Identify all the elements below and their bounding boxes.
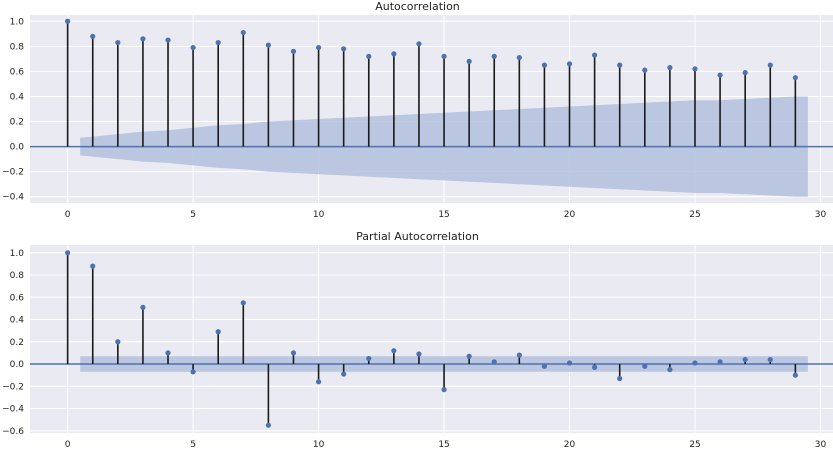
pacf-marker-lag-14 [416,351,422,357]
pacf-marker-lag-8 [265,422,271,428]
acf-marker-lag-19 [541,62,548,68]
pacf-marker-lag-27 [742,356,748,363]
acf-marker-lag-27 [742,70,748,76]
acf-marker-lag-26 [717,72,723,78]
acf-y-tick-label: 0.8 [10,42,25,52]
acf-marker-lag-24 [667,65,673,71]
pacf-x-tick-label: 25 [689,440,700,450]
acf-y-tick-label: 0.6 [10,67,25,77]
pacf-marker-lag-12 [366,355,372,362]
acf-title: Autocorrelation [375,0,460,13]
pacf-marker-lag-7 [240,300,246,306]
acf-y-tick-label: 0.4 [10,92,25,102]
acf-x-tick-label: 15 [438,210,449,220]
acf-x-tick-label: 0 [65,210,71,220]
pacf-marker-lag-22 [617,375,623,382]
acf-marker-lag-0 [65,18,71,24]
pacf-x-tick-label: 30 [815,440,827,450]
acf-marker-lag-3 [140,36,146,42]
pacf-marker-lag-11 [341,371,347,377]
acf-marker-lag-5 [190,44,196,51]
pacf-marker-lag-23 [642,363,648,369]
pacf-marker-lag-9 [290,350,297,356]
pacf-x-tick-label: 0 [65,440,71,450]
pacf-x-tick-label: 20 [564,440,576,450]
acf-marker-lag-14 [416,41,422,47]
pacf-marker-lag-18 [516,352,522,358]
pacf-marker-lag-1 [90,263,96,269]
pacf-marker-lag-10 [315,379,322,385]
pacf-y-tick-label: 1.0 [10,249,25,259]
pacf-marker-lag-15 [441,387,447,393]
pacf-marker-lag-5 [190,369,196,375]
pacf-marker-lag-4 [165,350,171,356]
pacf-y-tick-label: 0.4 [10,316,25,326]
pacf-marker-lag-16 [466,353,472,359]
pacf-y-tick-label: −0.4 [2,405,24,415]
pacf-marker-lag-24 [667,366,673,373]
pacf-y-tick-label: 0.0 [10,360,25,370]
pacf-x-tick-label: 5 [190,440,196,450]
pacf-marker-lag-6 [215,329,221,335]
acf-marker-lag-23 [642,67,648,73]
acf-marker-lag-9 [290,48,297,54]
acf-marker-lag-15 [441,53,447,59]
acf-marker-lag-1 [90,33,96,39]
acf-x-tick-label: 20 [564,210,576,220]
acf-marker-lag-6 [215,39,221,46]
pacf-marker-lag-0 [65,250,71,256]
acf-y-tick-label: 0.0 [10,143,25,153]
acf-y-tick-label: −0.2 [2,168,24,178]
acf-marker-lag-21 [592,52,598,58]
pacf-x-tick-label: 15 [438,440,449,450]
pacf-y-tick-label: 0.6 [10,293,25,303]
pacf-marker-lag-28 [767,356,773,363]
acf-marker-lag-18 [516,55,522,61]
acf-marker-lag-25 [692,66,698,72]
pacf-y-tick-label: −0.2 [2,382,24,392]
pacf-marker-lag-20 [566,360,573,366]
acf-marker-lag-29 [792,75,798,81]
acf-y-tick-label: 0.2 [10,118,24,128]
acf-marker-lag-10 [315,44,322,51]
pacf-marker-lag-17 [491,359,497,365]
pacf-title: Partial Autocorrelation [356,230,479,243]
pacf-marker-lag-21 [592,364,598,370]
acf-marker-lag-12 [366,53,372,59]
acf-y-tick-label: 1.0 [10,17,25,27]
pacf-y-tick-label: 0.8 [10,271,25,281]
acf-marker-lag-20 [566,61,573,67]
pacf-panel: 0 5 10 15 20 25 30 −0.6 −0.4 −0.2 0.0 0.2 0.4 0.6 0.8 1… [2,230,833,450]
pacf-marker-lag-26 [717,359,723,365]
pacf-marker-lag-2 [115,339,121,345]
pacf-y-tick-label: 0.2 [10,338,24,348]
acf-marker-lag-7 [240,29,246,36]
acf-marker-lag-11 [341,46,347,52]
pacf-marker-lag-3 [140,304,146,310]
acf-x-tick-label: 5 [190,210,196,220]
acf-marker-lag-28 [767,62,773,68]
acf-x-tick-label: 10 [313,210,325,220]
acf-marker-lag-16 [466,58,472,64]
pacf-marker-lag-29 [792,372,798,378]
acf-x-tick-label: 25 [689,210,700,220]
acf-marker-lag-13 [391,51,397,57]
pacf-y-tick-label: −0.6 [2,427,24,437]
acf-panel: 0 5 10 15 20 25 30 −0.4 −0.2 0.0 0.2 0.4 0.6 0.8 1.0 Au… [2,0,833,220]
acf-marker-lag-8 [265,42,271,48]
pacf-marker-lag-19 [541,363,548,369]
pacf-marker-lag-25 [692,360,698,366]
pacf-plot-area [30,245,833,433]
acf-marker-lag-17 [491,53,497,59]
acf-marker-lag-2 [115,39,121,46]
pacf-marker-lag-13 [391,348,397,354]
pacf-x-tick-label: 10 [313,440,325,450]
acf-x-tick-label: 30 [815,210,827,220]
acf-marker-lag-22 [617,62,623,68]
acf-marker-lag-4 [165,37,171,43]
acf-y-tick-label: −0.4 [2,193,24,203]
